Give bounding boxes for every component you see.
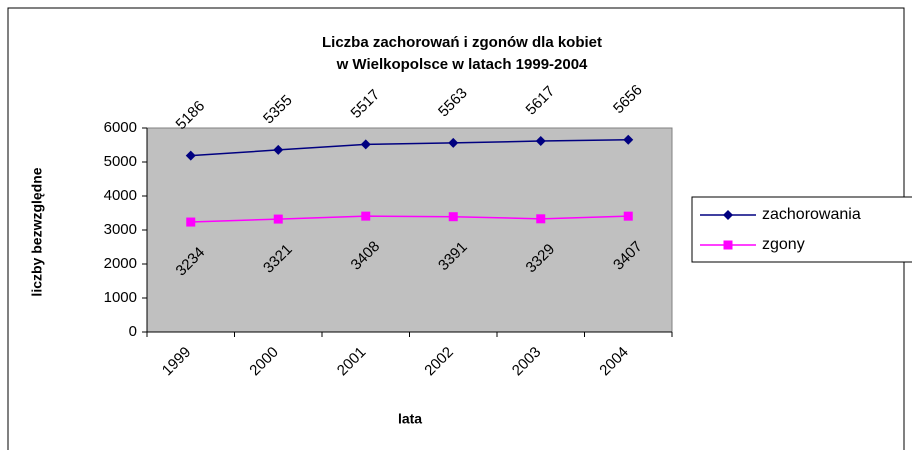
legend-marker xyxy=(723,210,733,220)
y-axis-label: liczby bezwzględne xyxy=(29,167,45,296)
y-tick-label: 3000 xyxy=(104,221,137,238)
marker xyxy=(186,217,196,227)
y-tick-label: 0 xyxy=(129,323,137,340)
marker xyxy=(361,211,371,221)
legend-label: zachorowania xyxy=(762,206,861,223)
y-tick-label: 2000 xyxy=(104,255,137,272)
legend-box xyxy=(691,196,912,263)
marker xyxy=(623,134,634,145)
marker xyxy=(273,144,284,155)
y-tick-label: 1000 xyxy=(104,289,137,306)
marker xyxy=(448,212,458,222)
y-tick-label: 5000 xyxy=(104,153,137,170)
series-line xyxy=(190,215,629,223)
marker xyxy=(273,214,283,224)
series-line xyxy=(190,138,629,157)
legend-marker xyxy=(723,240,733,250)
plot-area xyxy=(146,127,673,333)
y-tick-label: 6000 xyxy=(104,119,137,136)
marker xyxy=(448,137,459,148)
marker xyxy=(536,214,546,224)
y-tick-label: 4000 xyxy=(104,187,137,204)
chart-title: Liczba zachorowań i zgonów dla kobiet xyxy=(322,34,602,51)
marker xyxy=(185,150,196,161)
chart-title: w Wielkopolsce w latach 1999-2004 xyxy=(336,56,588,73)
x-axis-label: lata xyxy=(398,411,422,427)
marker xyxy=(623,211,633,221)
marker xyxy=(535,136,546,147)
marker xyxy=(360,139,371,150)
legend-label: zgony xyxy=(762,236,805,253)
